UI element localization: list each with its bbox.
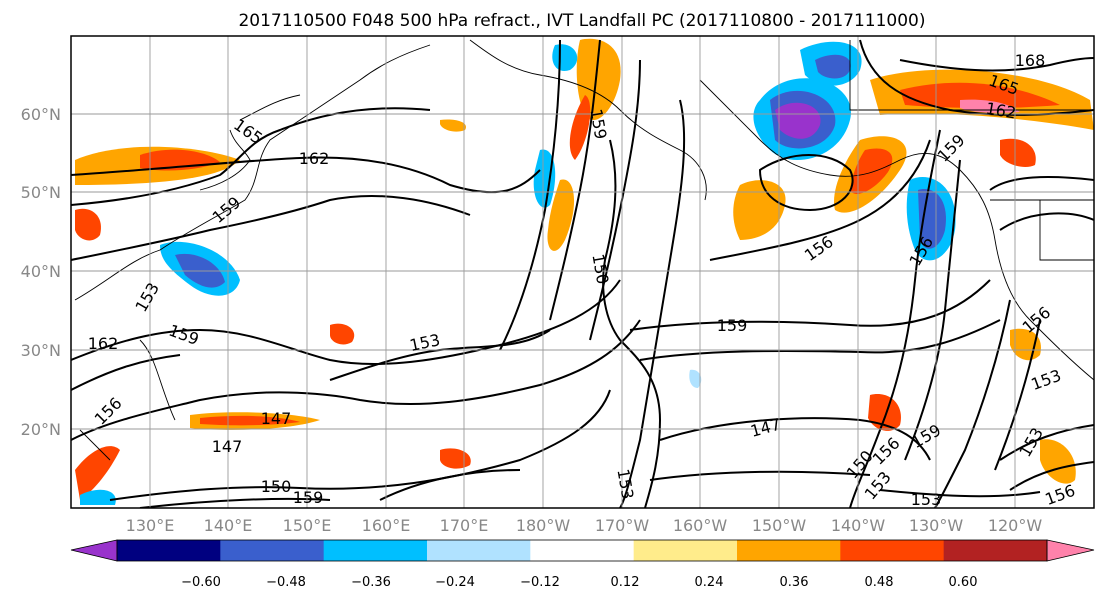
contour-label: 147: [261, 409, 292, 428]
colorbar-swatch: [943, 540, 1048, 561]
contour-label: 150: [261, 477, 292, 496]
colorbar-tick-label: −0.48: [266, 575, 306, 590]
plot-title: 2017110500 F048 500 hPa refract., IVT La…: [238, 11, 925, 31]
lon-label: 130°W: [909, 516, 964, 535]
contour-label: 168: [1015, 51, 1046, 70]
lon-label: 140°E: [204, 516, 253, 535]
lon-label: 140°W: [831, 516, 886, 535]
latitude-labels: 60°N 50°N 40°N 30°N 20°N: [21, 105, 61, 439]
colorbar: −0.60 −0.48 −0.36 −0.24 −0.12 0.12 0.24 …: [70, 539, 1095, 590]
lon-label: 150°W: [752, 516, 807, 535]
colorbar-ticks: −0.60 −0.48 −0.36 −0.24 −0.12 0.12 0.24 …: [181, 575, 977, 590]
colorbar-swatch: [117, 540, 221, 561]
colorbar-tick-label: 0.12: [611, 575, 640, 590]
colorbar-swatch: [530, 540, 635, 561]
colorbar-swatch: [737, 540, 841, 561]
contour-label: 147: [212, 437, 243, 456]
contour-label: 162: [299, 149, 330, 168]
map-panel: 168 165 162 165 162 159 159 156 156 159 …: [70, 35, 1095, 509]
contour-label: 159: [293, 488, 324, 507]
colorbar-tick-label: −0.60: [181, 575, 221, 590]
lon-label: 130°E: [126, 516, 175, 535]
lon-label: 170°E: [440, 516, 489, 535]
colorbar-extend-low: [70, 539, 118, 562]
lat-label-50n: 50°N: [21, 183, 61, 202]
colorbar-frame: [116, 539, 1048, 562]
lon-label: 120°W: [988, 516, 1043, 535]
colorbar-swatches: [117, 540, 1048, 561]
colorbar-swatch: [220, 540, 325, 561]
colorbar-tick-label: 0.24: [695, 575, 724, 590]
colorbar-tick-label: −0.36: [351, 575, 391, 590]
lon-label: 180°W: [516, 516, 571, 535]
colorbar-swatch: [323, 540, 428, 561]
lat-label-30n: 30°N: [21, 341, 61, 360]
colorbar-swatch: [427, 540, 531, 561]
colorbar-extend-high: [1046, 539, 1095, 562]
colorbar-tick-label: 0.36: [780, 575, 809, 590]
contour-label: 159: [717, 316, 748, 335]
colorbar-tick-label: 0.60: [949, 575, 978, 590]
coastlines: [74, 39, 1094, 461]
contour-label: 162: [88, 334, 119, 353]
colorbar-tick-label: 0.48: [865, 575, 894, 590]
colorbar-swatch: [840, 540, 945, 561]
lon-label: 150°E: [283, 516, 332, 535]
map-frame: [70, 35, 1095, 509]
colorbar-tick-label: −0.12: [520, 575, 560, 590]
colorbar-tick-label: −0.24: [435, 575, 475, 590]
colorbar-swatch: [633, 540, 738, 561]
lat-label-40n: 40°N: [21, 262, 61, 281]
lat-label-60n: 60°N: [21, 105, 61, 124]
gridlines: [71, 36, 1094, 508]
lon-label: 160°W: [673, 516, 728, 535]
lon-label: 160°E: [362, 516, 411, 535]
contour-label: 153: [911, 490, 942, 509]
lon-label: 170°W: [595, 516, 650, 535]
lat-label-20n: 20°N: [21, 420, 61, 439]
longitude-labels: 130°E 140°E 150°E 160°E 170°E 180°W 170°…: [126, 516, 1043, 535]
